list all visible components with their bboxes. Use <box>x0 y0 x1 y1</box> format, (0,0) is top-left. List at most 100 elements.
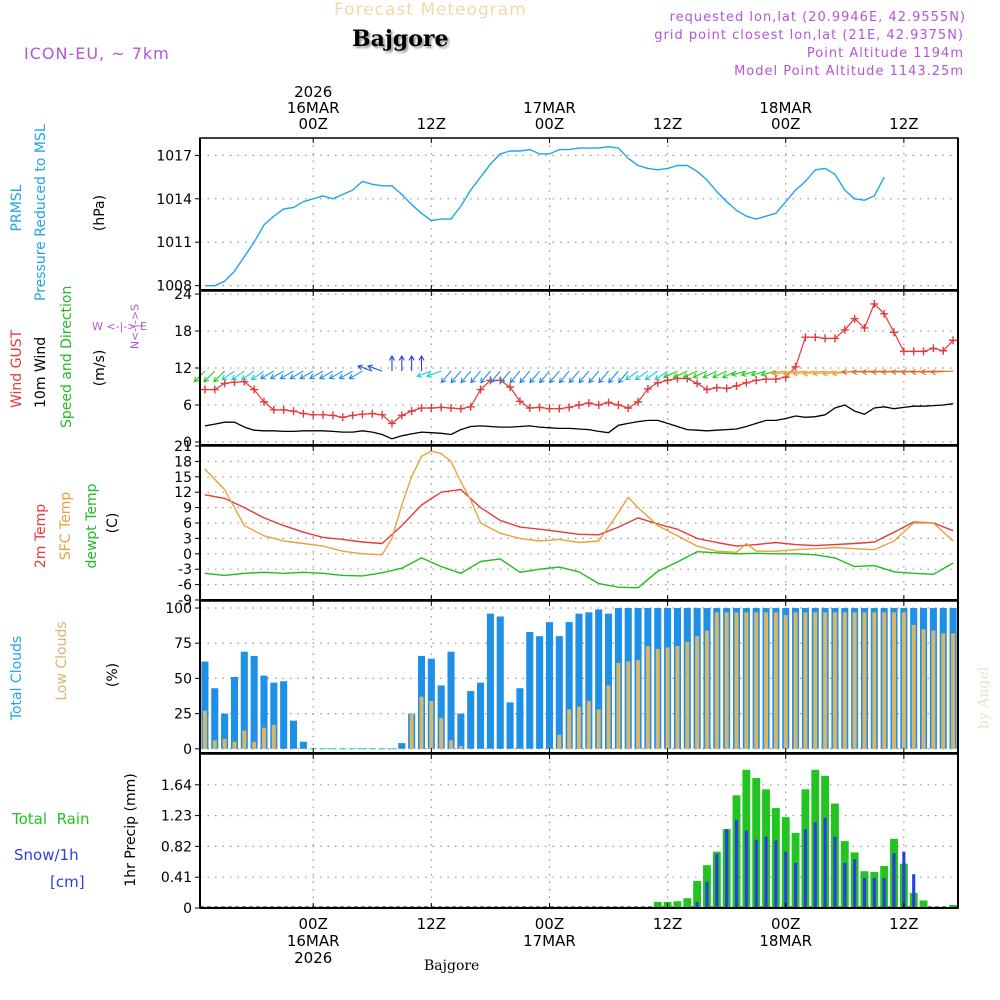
bottom-time-label: 16MAR <box>287 932 340 950</box>
total-cloud-bar <box>201 661 209 749</box>
low-cloud-bar <box>773 612 778 749</box>
wind-direction-arrow <box>250 370 265 381</box>
wind-direction-arrow <box>692 370 708 379</box>
total-cloud-bar <box>595 609 603 749</box>
low-cloud-bar <box>242 730 247 749</box>
y-tick-label: 6 <box>183 398 192 414</box>
gust-marker <box>476 385 485 394</box>
low-cloud-bar <box>695 636 700 749</box>
total-cloud-bar <box>585 612 593 749</box>
total-cloud-bar <box>447 651 455 749</box>
low-cloud-bar <box>409 713 414 749</box>
snow-bar <box>793 862 798 908</box>
low-cloud-bar <box>636 660 641 749</box>
gust-marker <box>299 409 308 418</box>
gust-marker <box>387 419 396 428</box>
wind-direction-arrow <box>682 370 698 379</box>
wind-direction-arrow <box>318 370 334 380</box>
low-cloud-bar <box>212 740 217 749</box>
low-cloud-bar <box>606 685 611 749</box>
gust-marker <box>939 346 948 355</box>
gust-marker <box>466 402 475 411</box>
gust-marker <box>525 404 534 413</box>
total-cloud-bar <box>536 636 544 749</box>
low-cloud-bar <box>872 612 877 749</box>
gust-marker <box>732 381 741 390</box>
gust-marker <box>515 397 524 406</box>
snow-bar <box>774 840 778 908</box>
low-cloud-bar <box>616 662 621 749</box>
dewpt-temp-line <box>204 551 954 589</box>
gust-marker <box>594 400 603 409</box>
y-tick-label: 0 <box>183 742 192 758</box>
low-cloud-bar <box>882 612 887 749</box>
total-cloud-bar <box>467 691 475 749</box>
gust-marker <box>555 404 564 413</box>
snow-label: Snow/1h <box>14 846 79 864</box>
grid-layer <box>200 138 958 909</box>
top-time-label: 2026 <box>294 83 332 101</box>
wind-direction-arrow <box>489 370 501 384</box>
low-cloud-bar <box>764 612 769 749</box>
top-time-label: 12Z <box>889 115 918 133</box>
total-cloud-bar <box>280 681 288 749</box>
snow-bar <box>823 817 827 908</box>
wind-direction-arrow <box>440 370 452 384</box>
wind10-line <box>204 403 954 440</box>
y-tick-label: 100 <box>165 601 192 617</box>
gust-marker <box>565 403 574 412</box>
rain-bar <box>693 880 702 908</box>
total-cloud-bar <box>270 682 278 749</box>
gust-marker <box>575 400 583 409</box>
top-time-label: 16MAR <box>287 99 340 117</box>
y-tick-label: 1011 <box>156 235 192 251</box>
wind-direction-arrow <box>309 370 324 380</box>
low-cloud-bar <box>911 624 916 749</box>
wind-direction-arrow <box>450 370 462 384</box>
wind-direction-arrow <box>644 370 659 381</box>
low-cloud-bar <box>262 727 266 749</box>
gust-marker <box>447 404 456 413</box>
snow-bar <box>803 829 807 908</box>
bottom-time-label: 00Z <box>771 915 800 933</box>
y-tick-label: 75 <box>174 636 192 652</box>
y-tick-label: 24 <box>174 287 192 303</box>
gust-marker <box>545 404 554 413</box>
total-cloud-bar <box>496 616 504 749</box>
wind-direction-arrow <box>279 370 294 380</box>
wind-direction-arrow <box>408 355 415 372</box>
gust-marker <box>259 397 268 406</box>
y-tick-label: 12 <box>174 361 192 377</box>
gust-marker <box>890 328 899 337</box>
top-time-label: 00Z <box>299 115 328 133</box>
snow-bar <box>843 862 847 908</box>
total-cloud-bar <box>437 685 445 749</box>
snow-bar <box>744 830 748 908</box>
bottom-time-label: 2026 <box>294 949 332 967</box>
rain-bar <box>683 898 692 908</box>
total-cloud-bar <box>545 622 554 749</box>
wind-direction-arrow <box>529 370 541 384</box>
y-tick-label: 0.41 <box>161 870 192 886</box>
low-cloud-bar <box>202 710 207 749</box>
chart-title: Forecast Meteogram <box>334 0 527 20</box>
gust-marker <box>771 375 780 384</box>
low-cloud-bar <box>458 745 463 749</box>
low-cloud-bar <box>754 612 759 749</box>
low-cloud-bar <box>892 612 896 749</box>
gust-marker <box>811 333 820 342</box>
compass-we: W <-|-> E <box>92 320 147 333</box>
gust-marker <box>210 385 219 394</box>
low-cloud-bar <box>665 647 670 749</box>
wind-direction-arrow <box>654 370 668 381</box>
y-tick-label: 6 <box>183 516 192 532</box>
bottom-time-label: 00Z <box>535 915 564 933</box>
gust-marker <box>850 314 859 323</box>
low-cloud-bar <box>852 612 857 749</box>
gust-marker <box>535 403 544 412</box>
gust-marker <box>643 384 652 393</box>
wind-direction-arrow <box>269 370 284 380</box>
low-cloud-bar <box>419 696 424 749</box>
low-cloud-bar <box>823 612 828 749</box>
